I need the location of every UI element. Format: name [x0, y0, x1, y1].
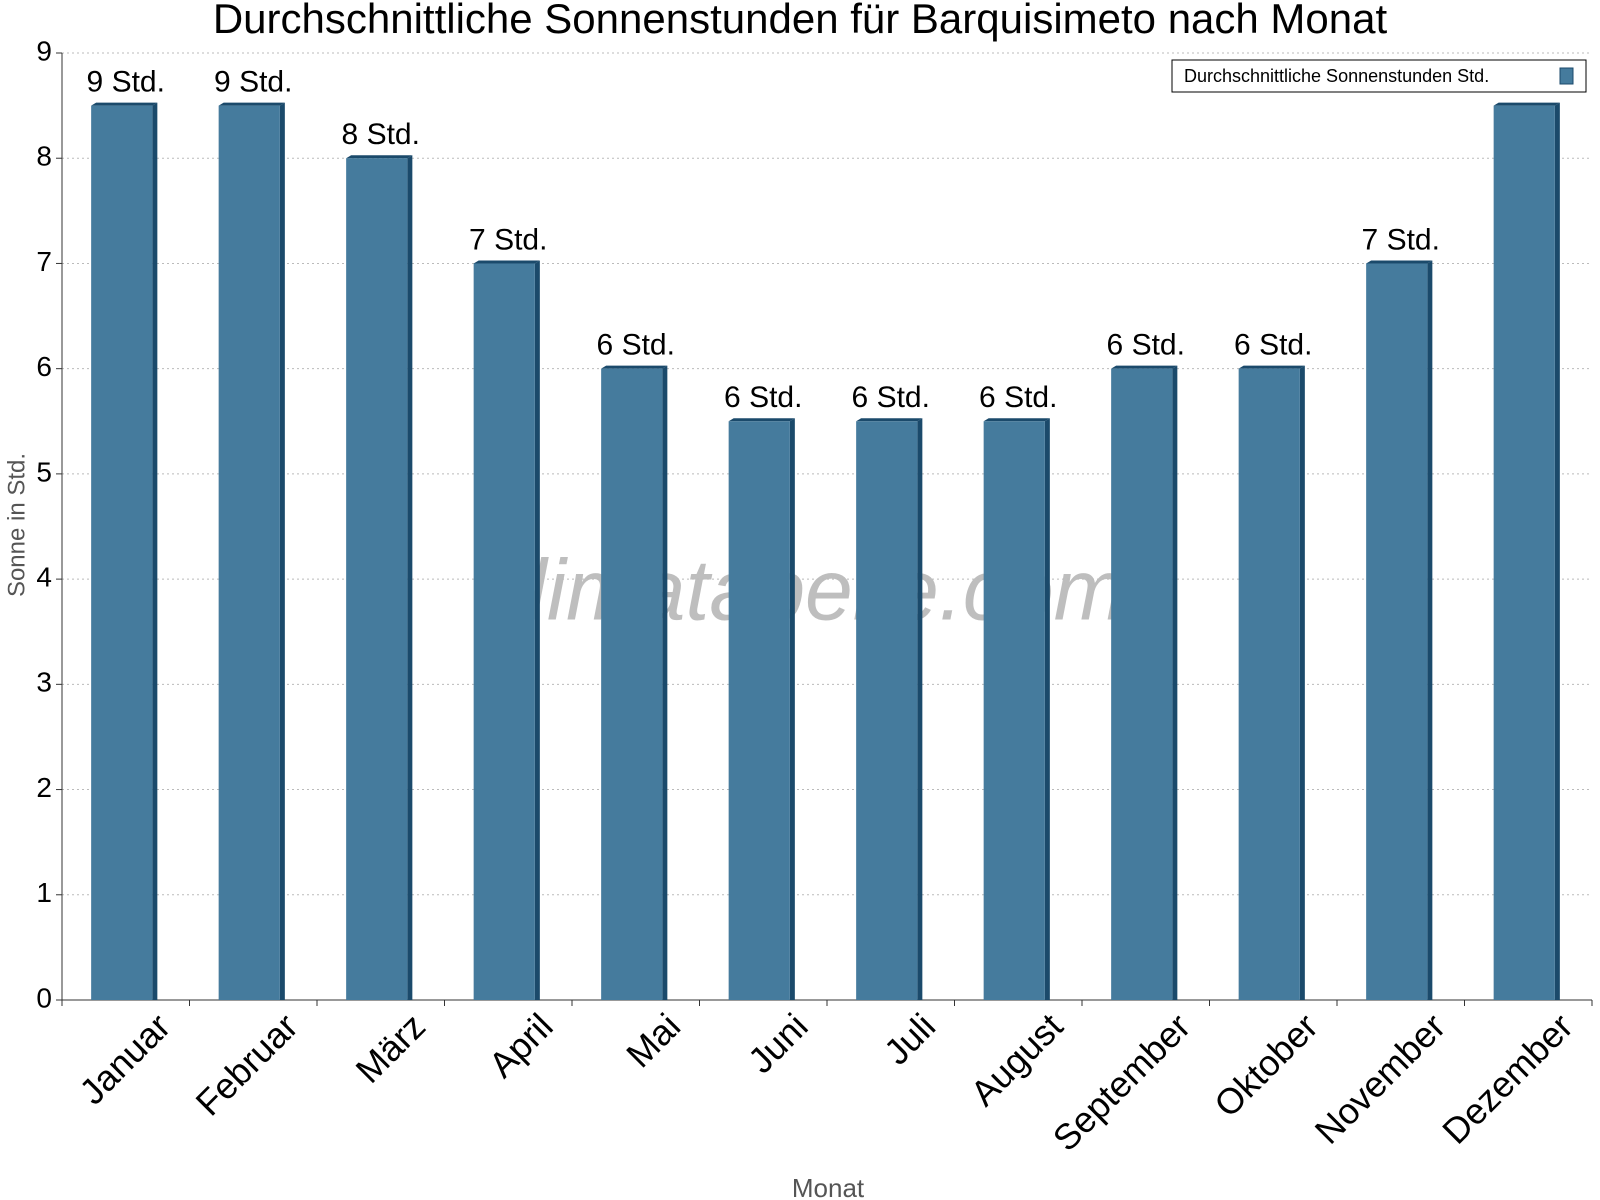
bar-side [917, 418, 923, 1000]
value-label: 6 Std. [597, 329, 675, 362]
bar [856, 421, 918, 1000]
bar-top [346, 155, 413, 159]
y-tick-label: 0 [36, 982, 52, 1013]
x-tick-label: März [348, 1005, 434, 1091]
legend-label: Durchschnittliche Sonnenstunden Std. [1184, 66, 1489, 86]
value-label: 6 Std. [724, 381, 802, 414]
bar-top [728, 418, 795, 422]
legend: Durchschnittliche Sonnenstunden Std. [1171, 59, 1587, 93]
bar-side [279, 102, 285, 1001]
value-label: 6 Std. [852, 381, 930, 414]
x-tick-label: Januar [71, 1005, 178, 1112]
bar-top [983, 418, 1050, 422]
bar-side [1554, 102, 1560, 1001]
bar [601, 368, 663, 1001]
value-label: 9 Std. [87, 66, 165, 99]
bar [1493, 105, 1555, 1001]
x-axis-title: Monat [792, 1173, 865, 1200]
legend-box [1171, 59, 1587, 93]
y-tick-label: 3 [36, 667, 52, 698]
value-label: 6 Std. [979, 381, 1057, 414]
value-label: 9 Std. [214, 66, 292, 99]
y-tick-label: 1 [36, 877, 52, 908]
x-tick-label: April [481, 1005, 561, 1085]
x-tick-label: Juni [740, 1005, 816, 1081]
bar-top [1366, 260, 1433, 264]
bar-side [1299, 365, 1305, 1001]
legend-swatch [1559, 67, 1574, 85]
bar [91, 105, 153, 1001]
bar-side [1044, 418, 1050, 1000]
bar-top [601, 365, 668, 369]
y-tick-label: 7 [36, 246, 52, 277]
x-tick-label: September [1045, 1005, 1199, 1159]
x-tick-label: November [1307, 1005, 1453, 1151]
bar-top [218, 102, 285, 106]
y-tick-label: 8 [36, 141, 52, 172]
y-tick-label: 6 [36, 351, 52, 382]
x-tick-label: Dezember [1434, 1005, 1580, 1151]
value-label: 6 Std. [1107, 329, 1185, 362]
bar [983, 421, 1045, 1000]
bar [728, 421, 790, 1000]
value-label: 7 Std. [469, 223, 547, 256]
bar [1111, 368, 1173, 1001]
bar-side [534, 260, 540, 1000]
chart-title: Durchschnittliche Sonnenstunden für Barq… [213, 0, 1388, 42]
bar-top [1238, 365, 1305, 369]
bar-top [1493, 102, 1560, 106]
y-tick-label: 5 [36, 456, 52, 487]
bar-top [473, 260, 540, 264]
bar-top [1111, 365, 1178, 369]
bar-side [1172, 365, 1178, 1001]
y-tick-label: 9 [36, 35, 52, 66]
bar [1238, 368, 1300, 1001]
bar-side [1427, 260, 1433, 1000]
value-label: 6 Std. [1234, 329, 1312, 362]
bar [473, 263, 535, 1000]
bar [218, 105, 280, 1001]
bar [1366, 263, 1428, 1000]
value-label: 7 Std. [1362, 223, 1440, 256]
bar-side [152, 102, 158, 1001]
y-tick-label: 2 [36, 772, 52, 803]
bar-side [407, 155, 413, 1000]
x-tick-label: Mai [618, 1005, 688, 1075]
x-tick-label: Februar [188, 1005, 306, 1123]
x-tick-label: Oktober [1206, 1005, 1326, 1125]
bar-side [662, 365, 668, 1001]
x-tick-label: August [962, 1005, 1070, 1113]
x-tick-label: Juli [876, 1005, 943, 1072]
y-tick-label: 4 [36, 562, 52, 593]
bar-top [856, 418, 923, 422]
y-axis-title: Sonne in Std. [3, 453, 30, 597]
bar-top [91, 102, 158, 106]
bar [346, 158, 408, 1000]
bar-side [789, 418, 795, 1000]
value-label: 8 Std. [342, 118, 420, 151]
